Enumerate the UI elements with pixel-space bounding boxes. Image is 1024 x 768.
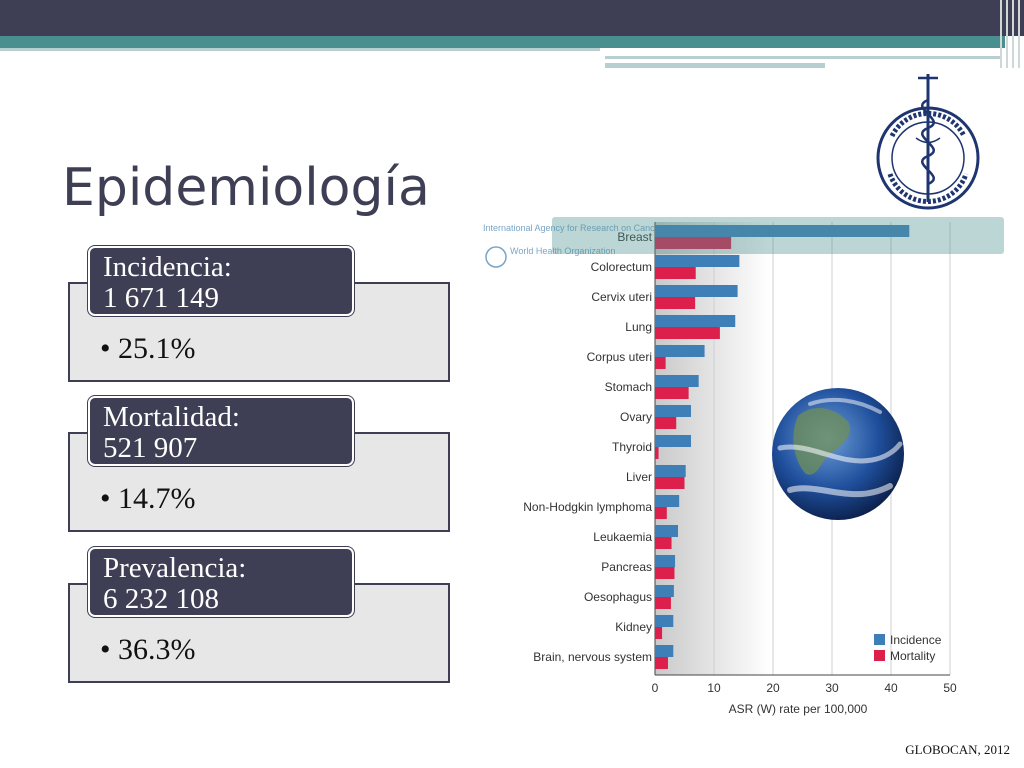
who-emblem-icon <box>485 246 507 268</box>
bar-incidence <box>655 225 910 237</box>
bar-mortality <box>655 597 671 609</box>
x-tick-label: 30 <box>825 681 839 695</box>
bar-mortality <box>655 567 675 579</box>
decor-line <box>1006 0 1008 68</box>
category-label: Corpus uteri <box>587 350 652 364</box>
x-tick-label: 40 <box>884 681 898 695</box>
mortality-value: 521 907 <box>103 432 198 464</box>
x-tick-labels: 0 10 20 30 40 50 <box>652 681 957 695</box>
earth-globe-icon <box>772 388 904 520</box>
bar-incidence <box>655 285 738 297</box>
category-labels: Breast Colorectum Cervix uteri Lung Corpus u… <box>523 230 652 664</box>
category-label: Lung <box>625 320 652 334</box>
source-footnote: GLOBOCAN, 2012 <box>905 742 1010 757</box>
legend-swatch-mortality <box>874 650 885 661</box>
category-label: Liver <box>626 470 652 484</box>
bar-mortality <box>655 447 659 459</box>
x-tick-label: 10 <box>707 681 721 695</box>
legend: Incidence Mortality <box>874 633 942 663</box>
decor-stripe <box>605 63 825 68</box>
bar-incidence <box>655 435 691 447</box>
x-tick-label: 0 <box>652 681 659 695</box>
category-label: Breast <box>617 230 652 244</box>
incidence-bullet: • 25.1% <box>100 332 196 366</box>
prevalence-percent: 36.3% <box>118 633 196 666</box>
bar-incidence <box>655 405 691 417</box>
category-label: Oesophagus <box>584 590 652 604</box>
bar-incidence <box>655 345 705 357</box>
bar-incidence <box>655 645 674 657</box>
top-accent-bar <box>0 36 1005 48</box>
institute-logo-icon <box>876 74 980 210</box>
decor-line <box>1012 0 1014 68</box>
bar-mortality <box>655 267 696 279</box>
legend-label-incidence: Incidence <box>890 633 942 647</box>
category-label: Stomach <box>605 380 652 394</box>
agency-header: International Agency for Research on Can… <box>483 223 663 233</box>
mortality-percent: 14.7% <box>118 482 196 515</box>
bullet-marker: • <box>100 332 111 365</box>
bar-incidence <box>655 375 699 387</box>
category-label: Thyroid <box>612 440 652 454</box>
bullet-marker: • <box>100 633 111 666</box>
bullet-marker: • <box>100 482 111 515</box>
bar-mortality <box>655 657 668 669</box>
prevalence-label: Prevalencia: <box>103 552 247 584</box>
bar-mortality <box>655 387 689 399</box>
category-label: Leukaemia <box>593 530 652 544</box>
bar-incidence <box>655 495 680 507</box>
incidence-label: Incidencia: <box>103 251 232 283</box>
cancer-incidence-chart: International Agency for Research on Can… <box>483 217 1004 716</box>
x-tick-label: 50 <box>943 681 957 695</box>
bar-incidence <box>655 615 674 627</box>
decor-stripe <box>0 48 600 51</box>
bar-mortality <box>655 477 685 489</box>
bar-incidence <box>655 555 676 567</box>
category-label: Pancreas <box>601 560 652 574</box>
who-header: World Health Organization <box>510 246 615 256</box>
bar-mortality <box>655 297 696 309</box>
legend-label-mortality: Mortality <box>890 649 935 663</box>
bar-mortality <box>655 237 732 249</box>
mortality-label: Mortalidad: <box>103 401 240 433</box>
slide-title: Epidemiología <box>62 158 430 218</box>
decor-line <box>1000 0 1002 68</box>
incidence-percent: 25.1% <box>118 332 196 365</box>
bar-mortality <box>655 327 720 339</box>
prevalence-bullet: • 36.3% <box>100 633 196 667</box>
prevalence-tag: Prevalencia: 6 232 108 <box>88 547 354 617</box>
category-label: Non-Hodgkin lymphoma <box>523 500 652 514</box>
top-bar <box>0 0 1024 36</box>
mortality-tag: Mortalidad: 521 907 <box>88 396 354 466</box>
highlight-box <box>552 217 1004 254</box>
bar-mortality <box>655 537 672 549</box>
bar-mortality <box>655 627 663 639</box>
decor-stripe <box>605 56 1000 59</box>
category-label: Colorectum <box>591 260 652 274</box>
category-label: Brain, nervous system <box>533 650 652 664</box>
x-axis-label: ASR (W) rate per 100,000 <box>729 702 868 716</box>
bar-mortality <box>655 417 677 429</box>
category-label: Ovary <box>620 410 652 424</box>
bar-incidence <box>655 585 674 597</box>
bar-mortality <box>655 357 666 369</box>
legend-swatch-incidence <box>874 634 885 645</box>
incidence-tag: Incidencia: 1 671 149 <box>88 246 354 316</box>
bars <box>655 225 910 669</box>
decor-line <box>1018 0 1020 68</box>
category-label: Kidney <box>615 620 652 634</box>
incidence-value: 1 671 149 <box>103 282 219 314</box>
category-label: Cervix uteri <box>591 290 652 304</box>
bar-mortality <box>655 507 667 519</box>
prevalence-value: 6 232 108 <box>103 583 219 615</box>
bar-incidence <box>655 315 736 327</box>
bar-incidence <box>655 255 740 267</box>
bar-incidence <box>655 465 686 477</box>
x-tick-label: 20 <box>766 681 780 695</box>
mortality-bullet: • 14.7% <box>100 482 196 516</box>
bar-incidence <box>655 525 679 537</box>
